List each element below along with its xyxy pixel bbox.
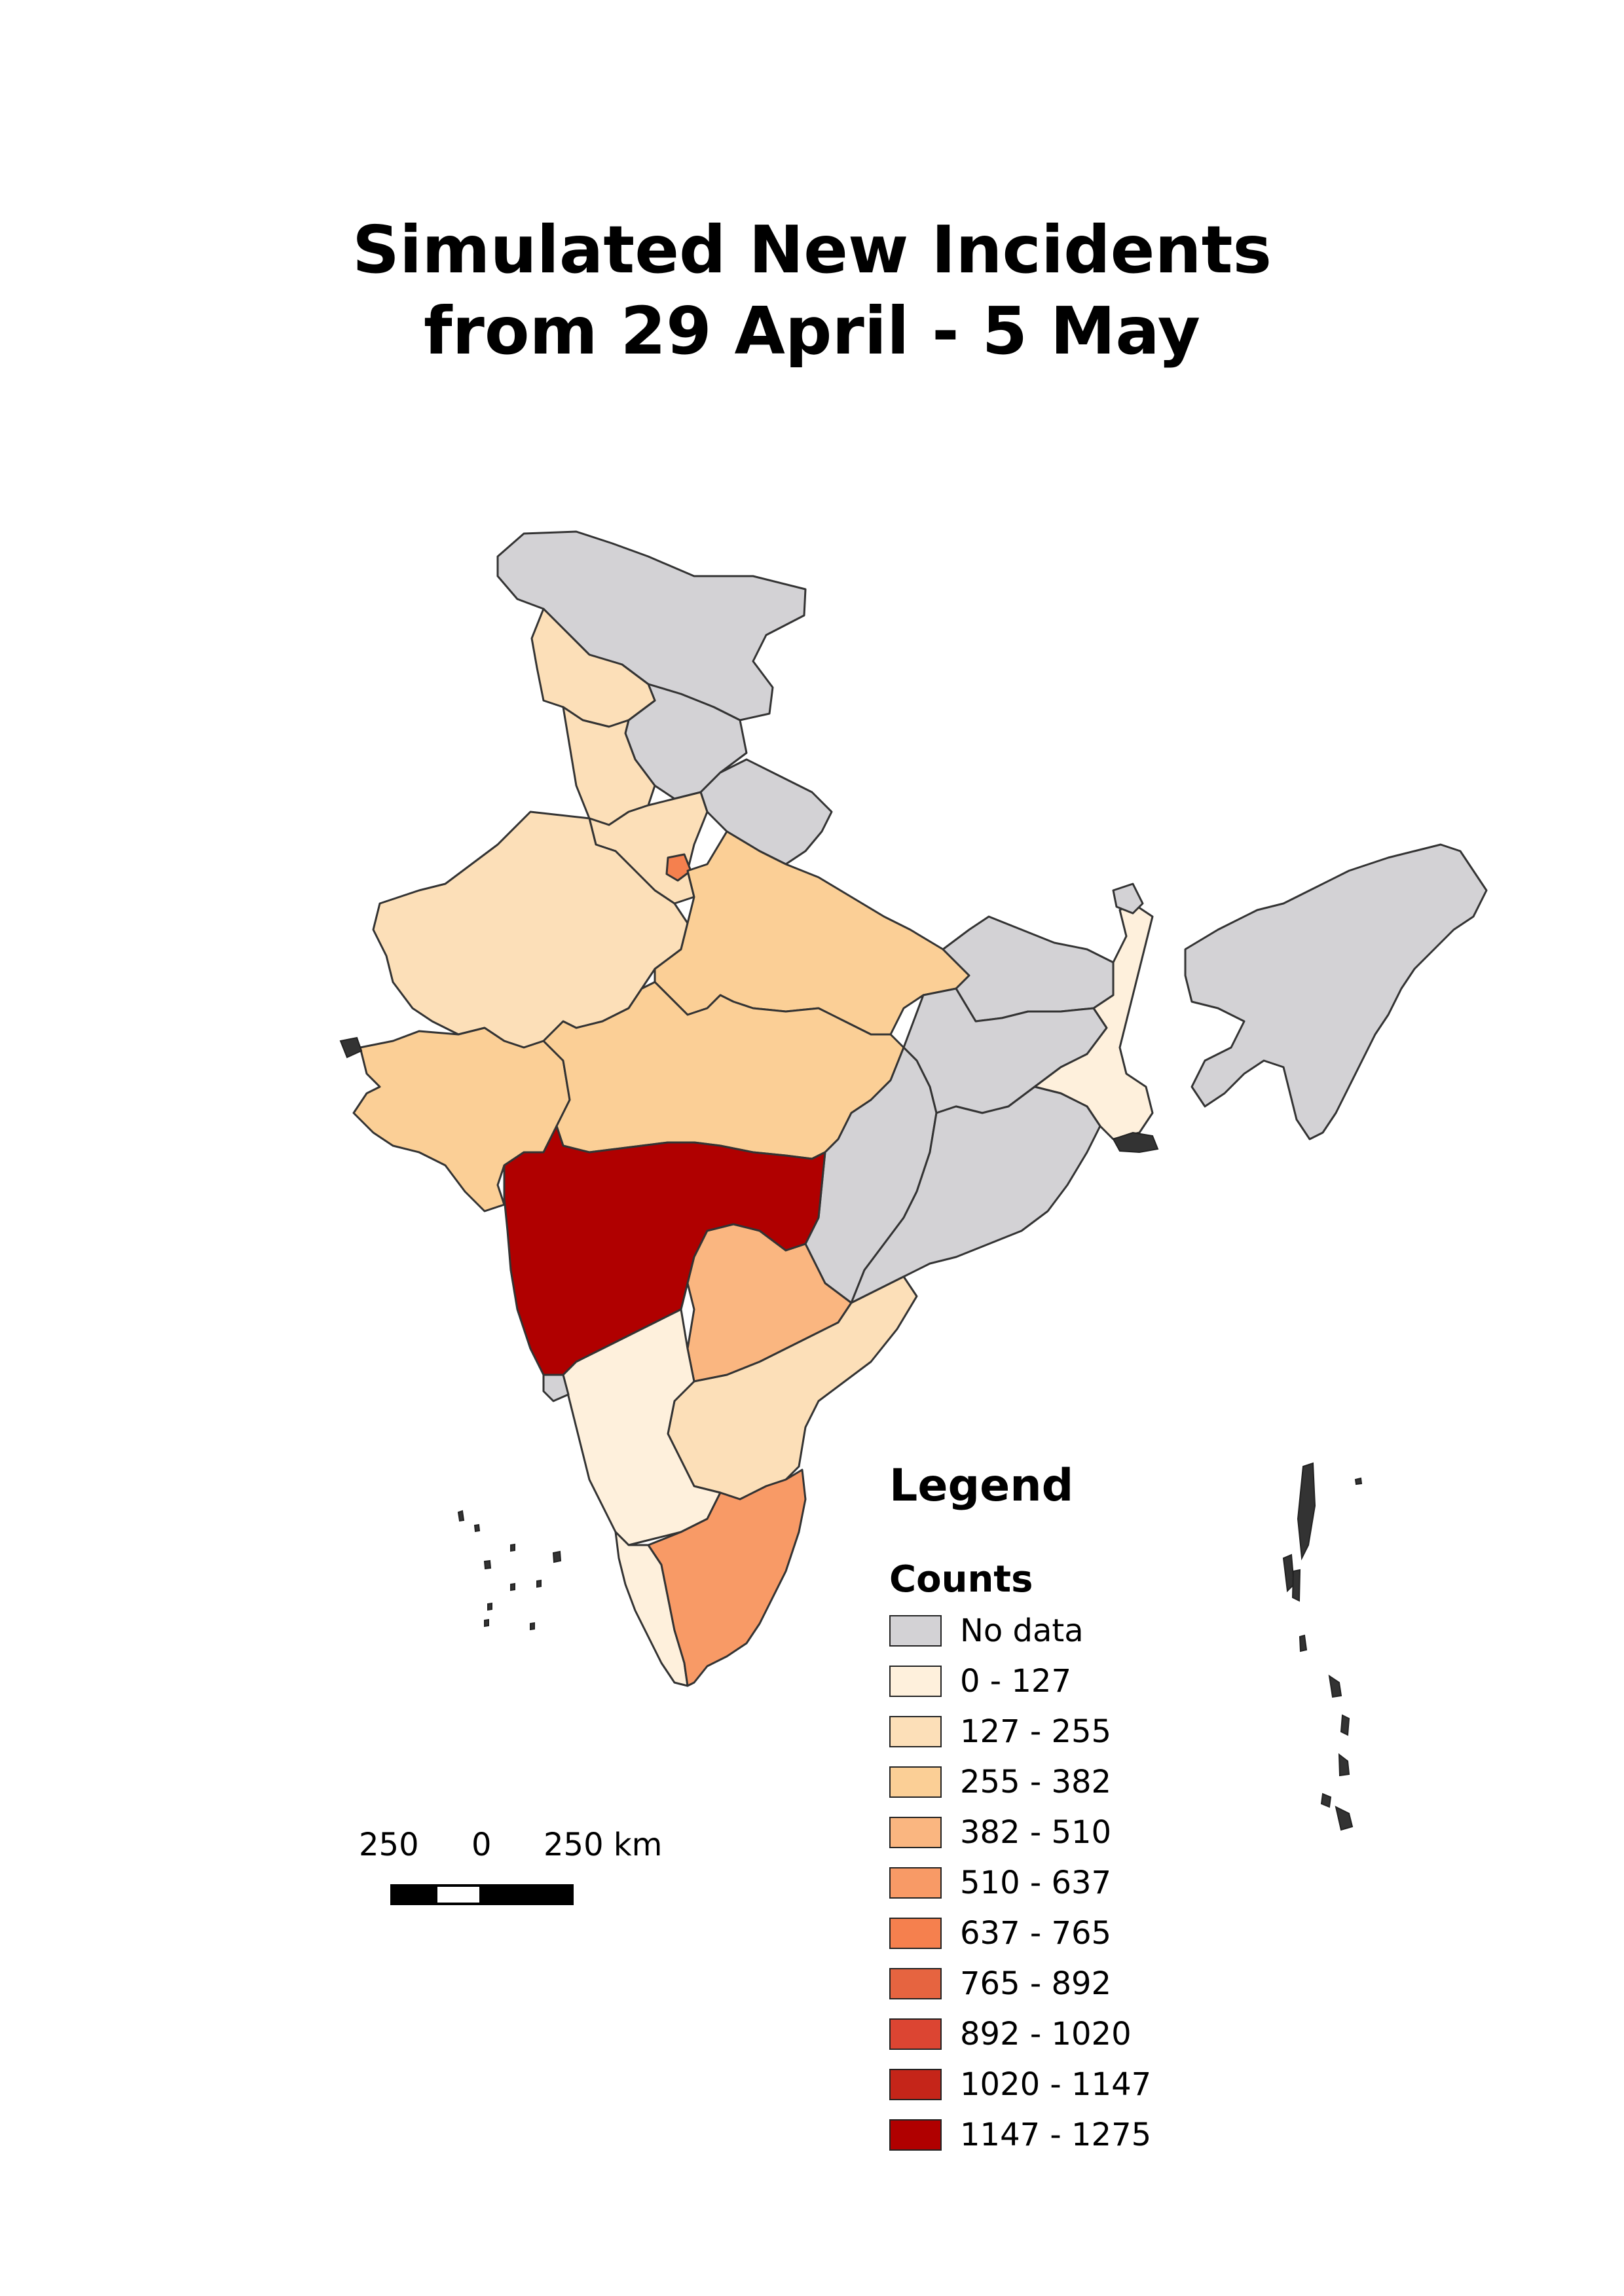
island-mark — [536, 1579, 542, 1588]
legend-swatch — [889, 2018, 942, 2050]
legend-item: 1020 - 1147 — [889, 2059, 1413, 2109]
legend: Legend Counts No data 0 - 127 127 - 255 255… — [889, 1460, 1413, 2160]
legend-swatch — [889, 1867, 942, 1899]
map-title-line2: from 29 April - 5 May — [424, 293, 1200, 369]
legend-item: 255 - 382 — [889, 1757, 1413, 1807]
island-mark — [1297, 1462, 1316, 1561]
scale-bar-mid-label: 0 — [471, 1827, 492, 1863]
scale-bar-right-label: 250 km — [544, 1827, 663, 1863]
scale-bar-segment-3 — [479, 1884, 574, 1905]
island-mark — [457, 1510, 465, 1522]
legend-label: 382 - 510 — [960, 1813, 1112, 1851]
island-mark — [1340, 1714, 1350, 1736]
legend-swatch — [889, 1766, 942, 1798]
legend-swatch — [889, 1967, 942, 1999]
region-karnataka — [562, 1308, 722, 1546]
island-mark — [510, 1543, 515, 1552]
scale-bar-segment-1 — [390, 1884, 437, 1905]
region-bihar — [942, 915, 1115, 1023]
region-west-bengal — [1033, 902, 1154, 1140]
legend-swatch — [889, 1917, 942, 1949]
legend-label: 892 - 1020 — [960, 2015, 1132, 2052]
scale-bar-left-label: 250 — [359, 1827, 419, 1863]
region-goa — [542, 1374, 570, 1402]
island-mark — [473, 1523, 481, 1533]
region-tamil-nadu — [647, 1468, 807, 1687]
island-mark — [1320, 1793, 1332, 1808]
island-mark — [530, 1622, 535, 1631]
legend-swatch — [889, 1614, 942, 1647]
legend-item: 510 - 637 — [889, 1857, 1413, 1908]
legend-item: 382 - 510 — [889, 1807, 1413, 1857]
legend-item: 0 - 127 — [889, 1656, 1413, 1706]
region-punjab — [562, 706, 656, 826]
island-mark — [552, 1550, 562, 1563]
map-title: Simulated New Incidents from 29 April - … — [0, 210, 1624, 372]
legend-label: 765 - 892 — [960, 1965, 1112, 2002]
island-mark — [1338, 1753, 1350, 1777]
region-odisha — [850, 1085, 1101, 1304]
island-mark — [510, 1582, 515, 1592]
legend-label: 255 - 382 — [960, 1763, 1112, 1800]
legend-subtitle: Counts — [889, 1558, 1033, 1601]
map-title-line1: Simulated New Incidents — [352, 211, 1272, 288]
legend-item: 892 - 1020 — [889, 2009, 1413, 2059]
legend-swatch — [889, 1816, 942, 1848]
legend-label: 510 - 637 — [960, 1864, 1112, 1901]
legend-title: Legend — [889, 1460, 1074, 1512]
island-mark — [1291, 1569, 1301, 1602]
island-mark — [483, 1559, 492, 1570]
legend-item: 127 - 255 — [889, 1706, 1413, 1757]
legend-item: 637 - 765 — [889, 1908, 1413, 1958]
legend-item: No data — [889, 1605, 1413, 1656]
scale-bar: 250 0 250 km — [359, 1827, 663, 1918]
legend-swatch — [889, 1665, 942, 1697]
legend-items: No data 0 - 127 127 - 255 255 - 382 382 - 51… — [889, 1605, 1413, 2160]
island-mark — [339, 1036, 363, 1059]
region-delhi — [665, 853, 692, 882]
legend-item: 1147 - 1275 — [889, 2109, 1413, 2160]
legend-label: No data — [960, 1612, 1084, 1649]
island-mark — [1335, 1806, 1354, 1831]
legend-label: 1020 - 1147 — [960, 2066, 1152, 2103]
legend-label: 1147 - 1275 — [960, 2116, 1152, 2153]
legend-label: 637 - 765 — [960, 1914, 1112, 1952]
legend-swatch — [889, 1715, 942, 1747]
island-mark — [487, 1602, 492, 1611]
region-sikkim — [1112, 883, 1144, 915]
legend-swatch — [889, 2119, 942, 2151]
island-mark — [1354, 1477, 1363, 1485]
legend-label: 0 - 127 — [960, 1662, 1071, 1700]
island-mark — [1328, 1674, 1342, 1698]
legend-item: 765 - 892 — [889, 1958, 1413, 2009]
region-northeast — [1184, 843, 1488, 1140]
island-mark — [1299, 1634, 1308, 1652]
legend-swatch — [889, 2068, 942, 2100]
island-mark — [1112, 1131, 1159, 1154]
legend-label: 127 - 255 — [960, 1713, 1112, 1750]
scale-bar-segment-2 — [435, 1884, 482, 1905]
island-mark — [484, 1618, 489, 1628]
